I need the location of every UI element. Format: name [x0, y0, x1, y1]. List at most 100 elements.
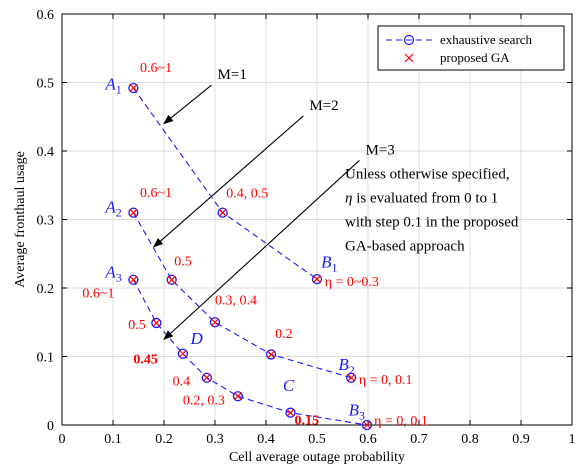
exhaustive-point — [361, 419, 373, 431]
annotation-red: η = 0~0.3 — [325, 275, 379, 290]
annotation-red: 0.6~1 — [140, 186, 172, 201]
note-line: Unless otherwise specified, — [345, 166, 510, 182]
annotation-red: η = 0, 0.1 — [374, 414, 428, 429]
series-m3 — [128, 274, 373, 431]
y-tick-label: 0.6 — [37, 8, 55, 23]
annotation-blue: B3 — [349, 400, 365, 422]
legend-ga-stroke — [404, 53, 414, 63]
annotation-black: M=1 — [218, 67, 247, 83]
annotation-subscript: 3 — [359, 408, 365, 422]
annotation-blue: D — [190, 329, 204, 348]
ga-point-stroke — [313, 275, 321, 284]
series-m1 — [128, 82, 323, 285]
y-tick-label: 0.2 — [37, 282, 55, 297]
ga-point — [167, 275, 176, 284]
ga-point-stroke — [286, 408, 295, 417]
exhaustive-point — [166, 274, 177, 285]
ga-point-stroke — [167, 275, 176, 284]
ga-point — [218, 208, 227, 217]
annotation-red: 0.2, 0.3 — [183, 393, 225, 408]
annotation-blue: B1 — [321, 252, 337, 274]
y-tick-label: 0.4 — [37, 145, 55, 160]
legend-ga-marker — [404, 53, 414, 63]
annotation-black: M=3 — [365, 142, 394, 158]
annotation-subscript: 1 — [331, 260, 337, 274]
ga-point — [267, 350, 276, 359]
legend-ga-label: proposed GA — [440, 50, 510, 65]
annotation-subscript: 3 — [116, 271, 122, 285]
annotation-red: 0.15 — [295, 413, 320, 428]
ga-point — [286, 408, 295, 417]
exhaustive-point — [177, 348, 189, 359]
x-tick-label: 0 — [59, 432, 66, 447]
note-eta: η — [345, 190, 352, 206]
ga-point — [178, 349, 187, 358]
note-line: GA-based approach — [345, 238, 465, 254]
exhaustive-point — [311, 273, 323, 285]
ga-point-stroke — [129, 275, 138, 284]
annotation-arrow — [163, 160, 360, 341]
series-layer — [128, 82, 373, 431]
y-tick-label: 0.1 — [37, 351, 55, 366]
annotation-red: η = 0, 0.1 — [359, 373, 413, 388]
exhaustive-point — [128, 82, 139, 94]
annotation-blue: A2 — [104, 198, 121, 220]
ga-point-stroke — [129, 208, 138, 217]
annotation-red: 0.4, 0.5 — [226, 187, 268, 202]
exhaustive-point — [128, 274, 139, 285]
ga-point-stroke — [267, 350, 276, 359]
annotation-subscript: 2 — [349, 363, 355, 377]
ga-point-stroke — [178, 349, 187, 358]
legend-box — [377, 25, 565, 71]
ga-point — [234, 392, 242, 401]
x-axis-label: Cell average outage probability — [229, 450, 405, 465]
x-tick-label: 0.4 — [257, 432, 275, 447]
x-tick-label: 0.8 — [461, 432, 479, 447]
x-tick-label: 0.6 — [359, 432, 377, 447]
y-tick-label: 0 — [47, 419, 54, 434]
grid — [62, 14, 572, 425]
ga-point — [363, 421, 371, 429]
ga-point — [129, 275, 138, 284]
ga-point — [152, 319, 161, 327]
ga-point — [129, 84, 138, 92]
exhaustive-point — [265, 349, 277, 360]
series-line — [132, 87, 318, 280]
annotation-red: 0.6~1 — [140, 61, 172, 76]
axis-ticks: 0 0.1 0.2 0.3 0.4 0.5 0.6 0.7 0.8 0.9 1 0 0.1 0.2 0.3 0… — [37, 8, 576, 447]
exhaustive-point — [128, 207, 139, 218]
legend: exhaustive search proposed GA — [377, 25, 565, 71]
ga-point-stroke — [152, 319, 161, 327]
annotation-subscript: 2 — [116, 206, 122, 220]
annotation-red: 0.5 — [128, 318, 146, 333]
x-tick-label: 0.1 — [104, 432, 122, 447]
y-axis-label: Average fronthaul usage — [13, 151, 28, 288]
ga-point — [211, 318, 219, 327]
exhaustive-point — [201, 372, 212, 383]
x-tick-label: 1 — [569, 432, 576, 447]
note-line: with step 0.1 in the proposed — [345, 214, 519, 230]
annotation-blue: B2 — [338, 355, 354, 377]
y-tick-label: 0.5 — [37, 77, 55, 92]
annotation-arrow — [153, 115, 304, 248]
exhaustive-point — [209, 317, 221, 328]
x-tick-label: 0.2 — [155, 432, 173, 447]
annotation-red: 0.4 — [173, 374, 191, 389]
series-m2 — [128, 207, 357, 383]
annotation-blue: C — [283, 376, 295, 395]
x-tick-label: 0.5 — [308, 432, 326, 447]
ga-point — [313, 275, 321, 284]
ga-point-stroke — [202, 373, 211, 382]
note: Unless otherwise specified, η is evaluate… — [345, 166, 519, 254]
x-tick-label: 0.9 — [512, 432, 530, 447]
exhaustive-point — [217, 207, 228, 218]
ga-point-stroke — [211, 318, 219, 327]
exhaustive-point — [232, 391, 244, 402]
series-line — [132, 212, 352, 379]
annotation-black: M=2 — [309, 98, 338, 114]
annotation-blue: A3 — [104, 263, 121, 285]
annotation-red: 0.5 — [174, 254, 192, 269]
x-tick-label: 0.7 — [410, 432, 428, 447]
